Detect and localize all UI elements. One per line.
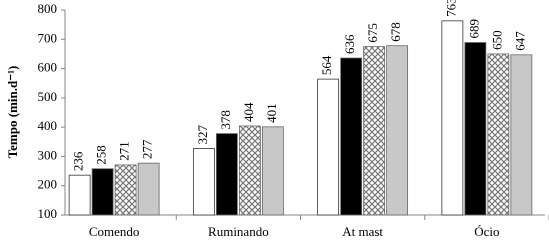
data-label: 636 — [342, 34, 357, 54]
data-label: 258 — [94, 145, 109, 165]
bar — [510, 54, 533, 216]
bar — [340, 57, 363, 216]
y-tick-label: 500 — [38, 89, 58, 104]
data-label: 678 — [388, 22, 403, 42]
data-label: 763 — [443, 0, 458, 17]
y-tick-label: 800 — [38, 1, 58, 16]
bar — [68, 174, 91, 216]
bar — [114, 164, 137, 216]
bar — [441, 20, 464, 216]
data-label: 271 — [117, 141, 132, 161]
x-tick-label: Ruminando — [208, 224, 269, 239]
bar — [261, 126, 284, 216]
y-axis-label: Tempo (min.d⁻¹) — [5, 66, 20, 159]
data-label: 277 — [140, 139, 155, 159]
y-tick-label: 400 — [38, 118, 58, 133]
data-label: 689 — [466, 19, 481, 39]
bar — [487, 53, 510, 216]
bar — [386, 45, 409, 216]
y-tick-label: 300 — [38, 147, 58, 162]
bar — [215, 133, 238, 216]
x-tick-label: At mast — [342, 224, 383, 239]
bar — [137, 162, 160, 216]
bar — [363, 46, 386, 216]
bar — [317, 78, 340, 216]
data-label: 650 — [489, 30, 504, 50]
data-label: 675 — [365, 23, 380, 43]
x-tick-label: Comendo — [89, 224, 140, 239]
data-label: 327 — [195, 125, 210, 145]
bar — [238, 125, 261, 216]
data-label: 401 — [264, 103, 279, 123]
y-tick-label: 600 — [38, 60, 58, 75]
data-label: 236 — [71, 151, 86, 171]
data-label: 647 — [512, 31, 527, 51]
bar — [91, 168, 114, 216]
y-tick-label: 100 — [38, 206, 58, 221]
y-tick-label: 200 — [38, 177, 58, 192]
data-label: 404 — [241, 102, 256, 122]
data-label: 378 — [218, 110, 233, 130]
y-tick-label: 700 — [38, 30, 58, 45]
data-label: 564 — [319, 55, 334, 75]
bar — [192, 148, 215, 216]
bar — [464, 42, 487, 216]
x-tick-label: Ócio — [474, 224, 499, 239]
